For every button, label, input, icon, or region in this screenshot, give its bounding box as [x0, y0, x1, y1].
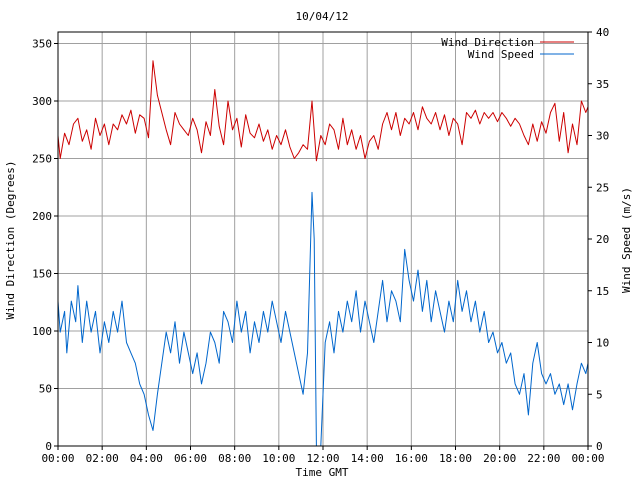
y-left-tick-label: 300	[32, 95, 52, 108]
y-right-tick-label: 10	[596, 337, 609, 350]
y-left-tick-label: 150	[32, 268, 52, 281]
y-right-tick-label: 5	[596, 388, 603, 401]
x-tick-label: 04:00	[130, 452, 163, 465]
y-right-tick-label: 20	[596, 233, 609, 246]
x-tick-label: 08:00	[218, 452, 251, 465]
x-tick-label: 12:00	[306, 452, 339, 465]
y-right-tick-label: 25	[596, 181, 609, 194]
x-tick-label: 20:00	[483, 452, 516, 465]
x-tick-label: 18:00	[439, 452, 472, 465]
y-right-tick-label: 40	[596, 26, 609, 39]
legend: Wind Direction Wind Speed	[441, 36, 574, 61]
x-tick-label: 00:00	[41, 452, 74, 465]
y-right-tick-label: 0	[596, 440, 603, 453]
legend-label-wind-speed: Wind Speed	[468, 48, 534, 61]
y-axis-left-label: Wind Direction (Degrees)	[4, 161, 17, 320]
y-axis-right: 0 5 10 15 20 25 30 35 40	[588, 26, 609, 453]
y-left-tick-label: 100	[32, 325, 52, 338]
y-axis-left: 0 50 100 150 200 250 300 350	[32, 38, 58, 453]
grid	[58, 32, 588, 446]
x-tick-label: 02:00	[86, 452, 119, 465]
y-axis-right-label: Wind Speed (m/s)	[620, 187, 633, 293]
chart-title: 10/04/12	[296, 10, 349, 23]
y-right-tick-label: 35	[596, 78, 609, 91]
y-left-tick-label: 350	[32, 38, 52, 51]
x-axis-label: Time GMT	[296, 466, 349, 479]
series-line-wind-direction	[57, 60, 589, 162]
y-right-tick-label: 15	[596, 285, 609, 298]
y-right-tick-label: 30	[596, 130, 609, 143]
x-tick-label: 00:00	[571, 452, 604, 465]
x-tick-label: 22:00	[527, 452, 560, 465]
y-left-tick-label: 200	[32, 210, 52, 223]
y-left-tick-label: 50	[39, 383, 52, 396]
y-left-tick-label: 0	[45, 440, 52, 453]
x-tick-label: 14:00	[351, 452, 384, 465]
x-tick-label: 16:00	[395, 452, 428, 465]
x-tick-label: 06:00	[174, 452, 207, 465]
x-axis: 00:00 02:00 04:00 06:00 08:00 10:00 12:00 14:00…	[41, 446, 605, 465]
x-tick-label: 10:00	[262, 452, 295, 465]
legend-label-wind-direction: Wind Direction	[441, 36, 534, 49]
y-left-tick-label: 250	[32, 153, 52, 166]
